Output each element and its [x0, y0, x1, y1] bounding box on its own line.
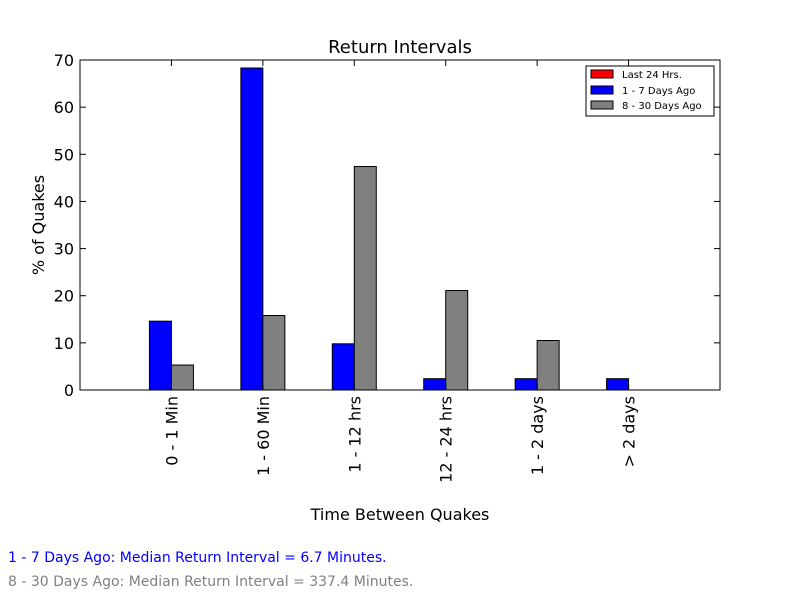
x-axis-label: Time Between Quakes — [310, 505, 490, 524]
bar-2-3 — [445, 290, 469, 391]
chart-legend: Last 24 Hrs. 1 - 7 Days Ago 8 - 30 Days … — [585, 65, 715, 117]
legend-label-last-24-hrs: Last 24 Hrs. — [622, 70, 682, 81]
bar-1-4 — [514, 378, 538, 391]
x-tick-label: 1 - 2 days — [528, 396, 547, 475]
legend-swatch-1-7-days — [590, 85, 614, 95]
bars-layer — [148, 67, 630, 391]
x-tick-label: 1 - 12 hrs — [345, 396, 364, 473]
x-tick-label: 0 - 1 Min — [162, 396, 181, 466]
legend-swatch-8-30-days — [590, 100, 614, 110]
median-note-1-7-days: 1 - 7 Days Ago: Median Return Interval =… — [8, 550, 387, 566]
y-tick-label: 70 — [54, 51, 74, 70]
bar-1-1 — [240, 67, 264, 391]
y-tick-label: 0 — [64, 381, 74, 400]
y-tick-label: 60 — [54, 98, 74, 117]
y-tick-label: 20 — [54, 287, 74, 306]
y-tick-label: 30 — [54, 240, 74, 259]
y-tick-label: 10 — [54, 334, 74, 353]
chart-title: Return Intervals — [328, 37, 472, 58]
bar-2-2 — [353, 166, 377, 391]
x-tick-label: > 2 days — [620, 396, 639, 468]
y-tick-label: 50 — [54, 145, 74, 164]
bar-1-5 — [606, 378, 630, 391]
bar-2-0 — [170, 364, 194, 391]
bar-1-3 — [423, 378, 447, 391]
bar-1-2 — [331, 343, 355, 391]
return-intervals-chart: Return Intervals 0 10 20 30 40 50 60 70 0 - 1 Mi… — [29, 37, 721, 524]
bar-1-0 — [148, 320, 172, 391]
median-note-8-30-days: 8 - 30 Days Ago: Median Return Interval … — [8, 574, 414, 590]
plot-frame — [79, 59, 721, 391]
legend-label-8-30-days: 8 - 30 Days Ago — [622, 101, 702, 112]
y-tick-label: 40 — [54, 192, 74, 211]
bar-2-1 — [262, 315, 286, 391]
y-axis-label: % of Quakes — [29, 175, 48, 275]
legend-swatch-last-24-hrs — [590, 69, 614, 79]
axes-layer: 0 10 20 30 40 50 60 70 0 - 1 Min 1 - 60 Min 1 - 12… — [54, 51, 720, 483]
legend-label-1-7-days: 1 - 7 Days Ago — [622, 86, 695, 97]
x-tick-label: 1 - 60 Min — [254, 396, 273, 476]
bar-2-4 — [536, 340, 560, 391]
x-tick-label: 12 - 24 hrs — [437, 396, 456, 483]
